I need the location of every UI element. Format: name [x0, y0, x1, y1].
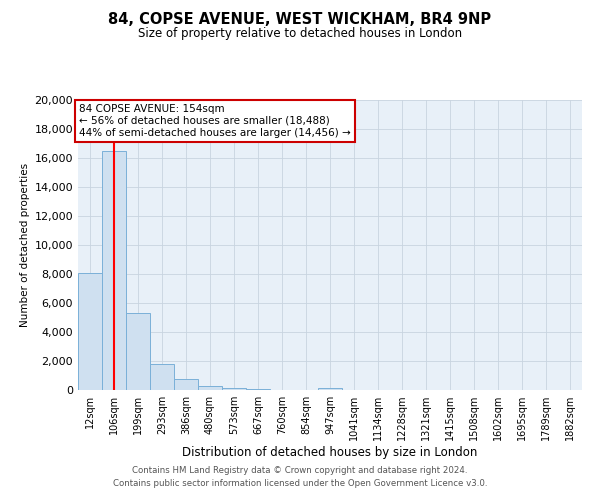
Bar: [174, 379, 198, 390]
Bar: [150, 364, 174, 390]
Text: 84 COPSE AVENUE: 154sqm
← 56% of detached houses are smaller (18,488)
44% of sem: 84 COPSE AVENUE: 154sqm ← 56% of detache…: [79, 104, 351, 138]
Text: Contains HM Land Registry data © Crown copyright and database right 2024.
Contai: Contains HM Land Registry data © Crown c…: [113, 466, 487, 487]
X-axis label: Distribution of detached houses by size in London: Distribution of detached houses by size …: [182, 446, 478, 459]
Text: 84, COPSE AVENUE, WEST WICKHAM, BR4 9NP: 84, COPSE AVENUE, WEST WICKHAM, BR4 9NP: [109, 12, 491, 28]
Y-axis label: Number of detached properties: Number of detached properties: [20, 163, 31, 327]
Bar: [246, 388, 270, 390]
Bar: [318, 388, 342, 390]
Bar: [78, 272, 102, 390]
Text: Size of property relative to detached houses in London: Size of property relative to detached ho…: [138, 28, 462, 40]
Bar: [198, 386, 222, 390]
Bar: [126, 313, 150, 390]
Bar: [102, 151, 126, 390]
Bar: [222, 388, 246, 390]
